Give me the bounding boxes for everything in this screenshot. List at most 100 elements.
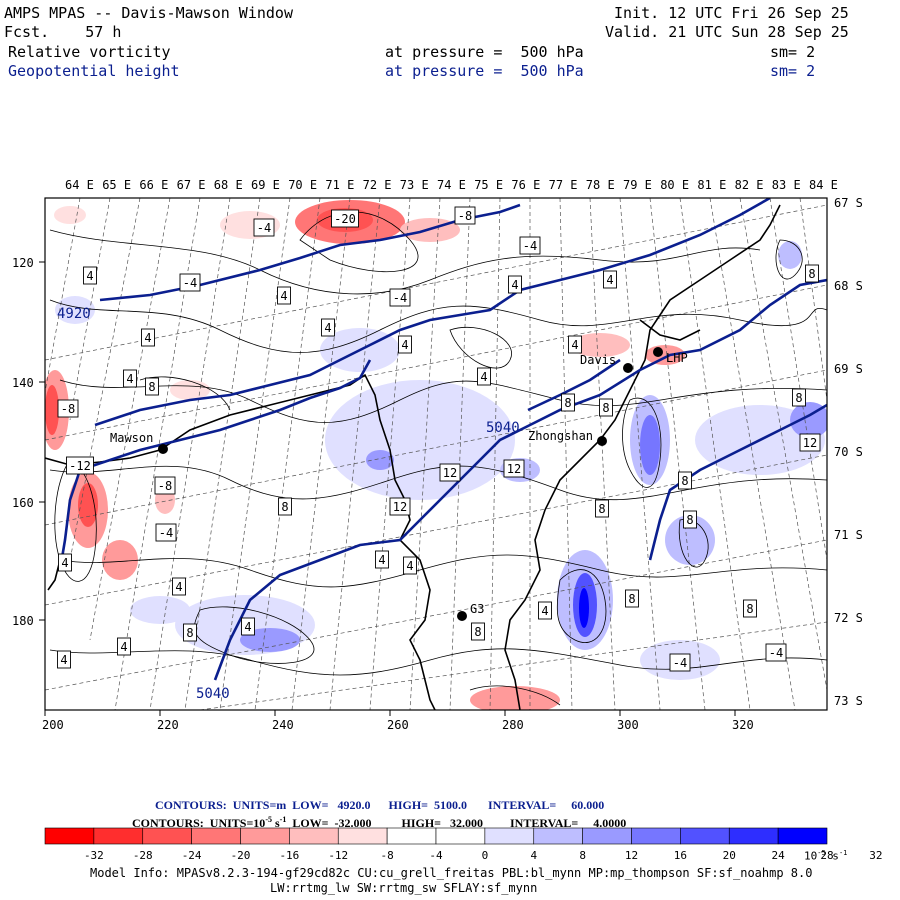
vorticity-label: 4 xyxy=(58,553,72,572)
colorbar-label: 0 xyxy=(482,849,489,862)
colorbar-label: -4 xyxy=(429,849,443,862)
longitude-labels: 64 E 65 E 66 E 67 E 68 E 69 E 70 E 71 E 72 E 73 E… xyxy=(65,178,838,192)
vorticity-label: 8 xyxy=(278,497,292,516)
svg-text:8: 8 xyxy=(564,396,571,410)
station-label: Davis xyxy=(580,353,616,367)
svg-text:4: 4 xyxy=(571,338,578,352)
vorticity-labels: -20 -8 -4 -4 -4 -4 4 4 4 4 4 4 4 4 4 8 8 8 8 8 12 12 12 -8 -12 -8… xyxy=(57,206,821,672)
shade-pos xyxy=(130,596,190,624)
vorticity-label: 4 xyxy=(398,335,412,354)
station-label: G3 xyxy=(470,602,484,616)
height-contour-info: CONTOURS: UNITS=m LOW= 4920.0 HIGH= 5100… xyxy=(155,798,605,812)
svg-text:8: 8 xyxy=(281,500,288,514)
x-tick: 280 xyxy=(502,718,524,732)
svg-text:8: 8 xyxy=(628,592,635,606)
colorbar-label: -24 xyxy=(182,849,202,862)
svg-text:12: 12 xyxy=(443,466,457,480)
svg-text:4: 4 xyxy=(126,372,133,386)
station-markers xyxy=(158,347,663,621)
colorbar-label: -32 xyxy=(84,849,104,862)
vorticity-label: 4 xyxy=(277,286,291,305)
longitude-label: 84 E xyxy=(809,178,838,192)
longitude-label: 71 E xyxy=(325,178,354,192)
vorticity-label: 8 xyxy=(683,510,697,529)
vorticity-label: -4 xyxy=(519,236,541,255)
latitude-label: 72 S xyxy=(834,611,863,625)
vorticity-label: 8 xyxy=(743,599,757,618)
station-label: Mawson xyxy=(110,431,153,445)
svg-text:4: 4 xyxy=(406,559,413,573)
svg-text:8: 8 xyxy=(602,401,609,415)
vorticity-label: 4 xyxy=(538,601,552,620)
longitude-label: 83 E xyxy=(772,178,801,192)
longitude-label: 69 E xyxy=(251,178,280,192)
shade-pos xyxy=(55,296,95,324)
vorticity-label: 8 xyxy=(471,622,485,641)
longitude-label: 81 E xyxy=(697,178,726,192)
svg-text:-8: -8 xyxy=(158,479,172,493)
svg-text:4: 4 xyxy=(378,553,385,567)
colorbar-label: 4 xyxy=(530,849,537,862)
longitude-label: 70 E xyxy=(288,178,317,192)
x-tick: 200 xyxy=(42,718,64,732)
longitude-label: 80 E xyxy=(660,178,689,192)
y-tick: 140 xyxy=(12,376,34,390)
shade-pos xyxy=(778,241,802,269)
svg-text:4: 4 xyxy=(541,604,548,618)
svg-text:4: 4 xyxy=(606,273,613,287)
y-tick: 120 xyxy=(12,256,34,270)
station-labels: Mawson Davis Zhongshan LHP G3 xyxy=(110,351,688,616)
colorbar-label: 28 xyxy=(820,849,833,862)
longitude-label: 82 E xyxy=(735,178,764,192)
vorticity-label: 4 xyxy=(172,577,186,596)
page-title: AMPS MPAS -- Davis-Mawson Window xyxy=(4,4,293,22)
latitude-label: 73 S xyxy=(834,694,863,708)
svg-text:8: 8 xyxy=(681,474,688,488)
svg-text:4: 4 xyxy=(86,269,93,283)
vorticity-label: 4 xyxy=(403,556,417,575)
svg-text:4: 4 xyxy=(175,580,182,594)
svg-text:-4: -4 xyxy=(769,646,783,660)
height-label: 5040 xyxy=(486,420,520,436)
field1-name: Relative vorticity xyxy=(8,43,171,61)
colorbar-label: -12 xyxy=(328,849,348,862)
shade-pos xyxy=(640,415,660,475)
shade-neg xyxy=(45,385,59,435)
vorticity-label: 4 xyxy=(141,328,155,347)
svg-text:-4: -4 xyxy=(393,291,407,305)
colorbar-label: -8 xyxy=(381,849,394,862)
svg-text:8: 8 xyxy=(148,380,155,394)
physics-info: LW:rrtmg_lw SW:rrtmg_sw SFLAY:sf_mynn xyxy=(270,881,538,895)
colorbar-swatch xyxy=(44,827,95,845)
svg-text:-12: -12 xyxy=(69,459,91,473)
vorticity-label: 4 xyxy=(57,650,71,669)
vorticity-label: -8 xyxy=(57,399,79,418)
x-tick: 220 xyxy=(157,718,179,732)
vorticity-label: -12 xyxy=(66,456,94,475)
map-frame xyxy=(44,197,828,711)
svg-text:-4: -4 xyxy=(159,526,173,540)
svg-text:8: 8 xyxy=(186,626,193,640)
vorticity-label: -8 xyxy=(454,206,476,225)
station-davis-dot xyxy=(623,363,633,373)
shade-neg xyxy=(54,206,86,224)
vorticity-label: 12 xyxy=(503,459,525,478)
svg-text:4: 4 xyxy=(244,620,251,634)
longitude-label: 67 E xyxy=(177,178,206,192)
vorticity-label: 4 xyxy=(117,637,131,656)
vorticity-label: 8 xyxy=(183,623,197,642)
svg-text:4: 4 xyxy=(480,370,487,384)
colorbar-swatch xyxy=(777,827,828,845)
vorticity-label: 4 xyxy=(83,266,97,285)
svg-text:8: 8 xyxy=(746,602,753,616)
vorticity-label: 8 xyxy=(805,264,819,283)
svg-text:8: 8 xyxy=(686,513,693,527)
colorbar-swatch xyxy=(728,827,779,845)
station-label: LHP xyxy=(666,351,688,365)
svg-text:-8: -8 xyxy=(61,402,75,416)
field2-level: at pressure = 500 hPa xyxy=(385,62,584,80)
station-label: Zhongshan xyxy=(528,429,593,443)
station-zhongshan-dot xyxy=(597,436,607,446)
model-info: Model Info: MPASv8.2.3-194-gf29cd82c CU:… xyxy=(90,866,813,880)
